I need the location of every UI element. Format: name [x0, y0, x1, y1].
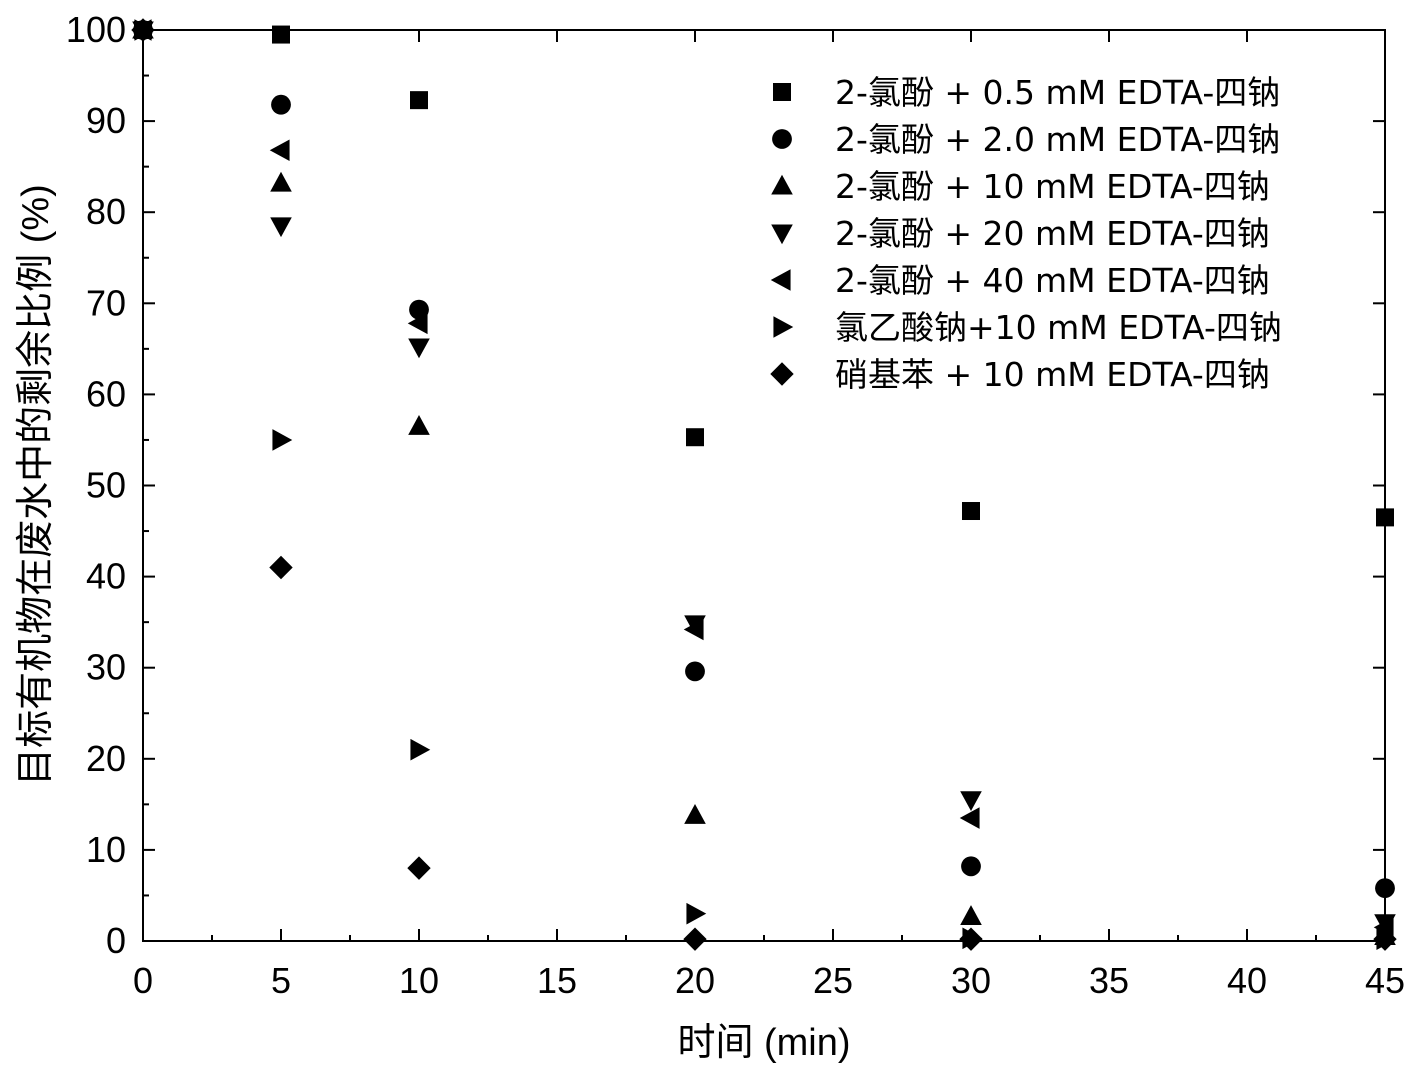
- y-tick-label: 10: [86, 829, 126, 870]
- data-point-square: [962, 502, 980, 521]
- data-points: [131, 18, 1397, 951]
- data-point-triangle-right: [410, 738, 431, 761]
- data-point-square: [272, 25, 290, 44]
- data-point-triangle-up: [684, 804, 706, 824]
- y-tick-label: 100: [66, 9, 126, 50]
- y-tick-label: 60: [86, 373, 126, 414]
- data-point-triangle-up: [270, 171, 292, 192]
- y-tick-label: 30: [86, 647, 126, 688]
- legend-label: 硝基苯 + 10 mM EDTA-四钠: [835, 355, 1270, 394]
- x-tick-label: 35: [1089, 960, 1129, 1001]
- legend-label: 2-氯酚 + 2.0 mM EDTA-四钠: [835, 120, 1280, 159]
- x-tick-label: 20: [675, 960, 715, 1001]
- data-point-triangle-down: [270, 217, 292, 238]
- data-point-circle: [685, 661, 705, 682]
- data-point-diamond: [269, 555, 293, 580]
- x-tick-label: 25: [813, 960, 853, 1001]
- data-point-square: [686, 428, 704, 447]
- legend-marker-triangle-right: [773, 316, 794, 338]
- legend-marker-diamond: [770, 362, 794, 386]
- data-point-triangle-left: [269, 139, 290, 162]
- data-point-circle: [1375, 878, 1395, 899]
- x-tick-label: 40: [1227, 960, 1267, 1001]
- legend-label: 2-氯酚 + 20 mM EDTA-四钠: [835, 214, 1270, 253]
- legend: 2-氯酚 + 0.5 mM EDTA-四钠 2-氯酚 + 2.0 mM EDTA-…: [770, 73, 1282, 394]
- x-axis-title: 时间 (min): [677, 1022, 850, 1064]
- legend-label: 2-氯酚 + 0.5 mM EDTA-四钠: [835, 73, 1280, 112]
- legend-marker-triangle-down: [771, 224, 793, 245]
- data-point-triangle-left: [959, 807, 980, 829]
- data-point-circle: [271, 94, 291, 115]
- data-point-diamond: [959, 927, 983, 951]
- data-point-triangle-right: [686, 902, 707, 925]
- y-tick-label: 20: [86, 738, 126, 779]
- y-tick-label: 90: [86, 100, 126, 141]
- data-point-triangle-up: [960, 905, 982, 925]
- data-point-square: [1376, 508, 1394, 527]
- data-point-diamond: [1373, 927, 1397, 951]
- x-tick-label: 15: [537, 960, 577, 1001]
- y-tick-label: 80: [86, 191, 126, 232]
- data-point-triangle-down: [408, 338, 430, 359]
- x-tick-label: 30: [951, 960, 991, 1001]
- data-point-triangle-left: [407, 312, 428, 335]
- y-tick-label: 70: [86, 282, 126, 323]
- data-point-diamond: [407, 856, 431, 880]
- y-axis-title: 目标有机物在废水中的剩余比例 (%): [15, 184, 57, 786]
- data-point-triangle-left: [683, 618, 704, 641]
- legend-marker-circle: [772, 129, 792, 149]
- legend-label: 2-氯酚 + 10 mM EDTA-四钠: [835, 167, 1270, 206]
- y-tick-label: 50: [86, 465, 126, 506]
- legend-label: 2-氯酚 + 40 mM EDTA-四钠: [835, 261, 1270, 300]
- x-tick-label: 5: [271, 960, 291, 1001]
- legend-label: 氯乙酸钠+10 mM EDTA-四钠: [835, 308, 1282, 347]
- data-point-square: [410, 91, 428, 110]
- x-tick-label: 0: [133, 960, 153, 1001]
- data-point-triangle-right: [272, 429, 293, 451]
- data-point-triangle-down: [960, 791, 982, 812]
- axis-ticks: 0 5 10 15 20 25 30 35 40 45 0 10 20 30 40 50 60 70 80 90 100: [66, 9, 1405, 1001]
- x-tick-label: 45: [1365, 960, 1405, 1001]
- data-point-triangle-up: [408, 415, 430, 435]
- data-point-diamond: [131, 18, 155, 42]
- legend-marker-square: [773, 83, 791, 101]
- y-tick-label: 0: [106, 920, 126, 961]
- x-tick-label: 10: [399, 960, 439, 1001]
- legend-marker-triangle-left: [770, 269, 791, 291]
- y-tick-label: 40: [86, 556, 126, 597]
- data-point-circle: [961, 856, 981, 877]
- legend-marker-triangle-up: [771, 174, 793, 195]
- data-point-diamond: [683, 927, 707, 951]
